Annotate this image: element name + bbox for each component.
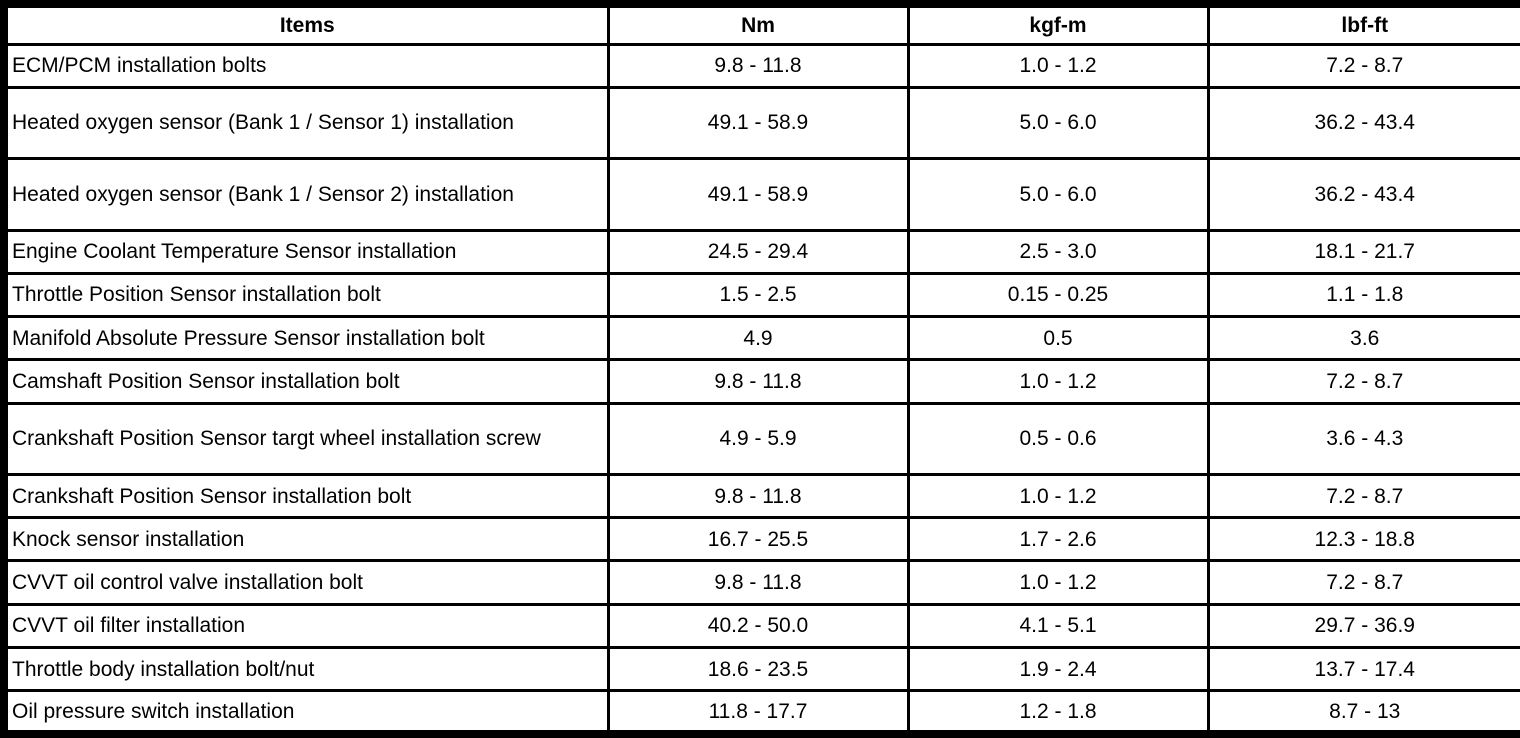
table-row: Manifold Absolute Pressure Sensor instal… [2, 315, 1520, 362]
item-label: Throttle Position Sensor installation bo… [2, 271, 610, 319]
kgf-m-value: 4.1 - 5.1 [906, 602, 1210, 649]
nm-value: 4.9 [606, 315, 910, 362]
lbf-ft-value: 18.1 - 21.7 [1206, 228, 1520, 275]
kgf-m-value: 1.0 - 1.2 [906, 559, 1210, 606]
nm-value: 49.1 - 58.9 [606, 85, 910, 161]
lbf-ft-value: 36.2 - 43.4 [1206, 85, 1520, 161]
table-row: Camshaft Position Sensor installation bo… [2, 358, 1520, 405]
table-row: ECM/PCM installation bolts 9.8 - 11.8 1.… [2, 42, 1520, 89]
lbf-ft-value: 8.7 - 13 [1206, 689, 1520, 736]
table-row: Oil pressure switch installation 11.8 - … [2, 689, 1520, 736]
nm-value: 9.8 - 11.8 [606, 358, 910, 405]
kgf-m-value: 0.5 - 0.6 [906, 401, 1210, 476]
lbf-ft-value: 7.2 - 8.7 [1206, 472, 1520, 520]
nm-value: 1.5 - 2.5 [606, 271, 910, 319]
kgf-m-value: 0.15 - 0.25 [906, 271, 1210, 319]
kgf-m-value: 5.0 - 6.0 [906, 157, 1210, 232]
lbf-ft-value: 13.7 - 17.4 [1206, 645, 1520, 693]
kgf-m-value: 1.9 - 2.4 [906, 645, 1210, 693]
kgf-m-value: 2.5 - 3.0 [906, 228, 1210, 275]
table-row: Crankshaft Position Sensor targt wheel i… [2, 401, 1520, 476]
nm-value: 24.5 - 29.4 [606, 228, 910, 275]
item-label: Oil pressure switch installation [2, 689, 610, 736]
column-header-nm: Nm [606, 2, 910, 46]
nm-value: 40.2 - 50.0 [606, 602, 910, 649]
nm-value: 9.8 - 11.8 [606, 42, 910, 89]
lbf-ft-value: 7.2 - 8.7 [1206, 42, 1520, 89]
nm-value: 49.1 - 58.9 [606, 157, 910, 232]
column-header-lbf-ft: lbf-ft [1206, 2, 1520, 46]
lbf-ft-value: 3.6 - 4.3 [1206, 401, 1520, 476]
kgf-m-value: 1.7 - 2.6 [906, 516, 1210, 563]
item-label: Engine Coolant Temperature Sensor instal… [2, 228, 610, 275]
table-row: Engine Coolant Temperature Sensor instal… [2, 228, 1520, 275]
item-label: CVVT oil filter installation [2, 602, 610, 649]
kgf-m-value: 1.0 - 1.2 [906, 472, 1210, 520]
table-row: CVVT oil filter installation 40.2 - 50.0… [2, 602, 1520, 649]
kgf-m-value: 0.5 [906, 315, 1210, 362]
item-label: Throttle body installation bolt/nut [2, 645, 610, 693]
item-label: CVVT oil control valve installation bolt [2, 559, 610, 606]
table-row: Throttle body installation bolt/nut 18.6… [2, 645, 1520, 693]
lbf-ft-value: 29.7 - 36.9 [1206, 602, 1520, 649]
item-label: Manifold Absolute Pressure Sensor instal… [2, 315, 610, 362]
kgf-m-value: 1.0 - 1.2 [906, 42, 1210, 89]
table-row: Knock sensor installation 16.7 - 25.5 1.… [2, 516, 1520, 563]
kgf-m-value: 1.2 - 1.8 [906, 689, 1210, 736]
item-label: Crankshaft Position Sensor targt wheel i… [2, 401, 610, 476]
item-label: ECM/PCM installation bolts [2, 42, 610, 89]
lbf-ft-value: 36.2 - 43.4 [1206, 157, 1520, 232]
table-row: CVVT oil control valve installation bolt… [2, 559, 1520, 606]
nm-value: 11.8 - 17.7 [606, 689, 910, 736]
item-label: Heated oxygen sensor (Bank 1 / Sensor 1)… [2, 85, 610, 161]
nm-value: 16.7 - 25.5 [606, 516, 910, 563]
nm-value: 18.6 - 23.5 [606, 645, 910, 693]
nm-value: 4.9 - 5.9 [606, 401, 910, 476]
lbf-ft-value: 12.3 - 18.8 [1206, 516, 1520, 563]
kgf-m-value: 5.0 - 6.0 [906, 85, 1210, 161]
item-label: Crankshaft Position Sensor installation … [2, 472, 610, 520]
lbf-ft-value: 7.2 - 8.7 [1206, 358, 1520, 405]
table-row: Heated oxygen sensor (Bank 1 / Sensor 1)… [2, 85, 1520, 161]
header-row: Items Nm kgf-m lbf-ft [2, 2, 1520, 46]
lbf-ft-value: 3.6 [1206, 315, 1520, 362]
item-label: Heated oxygen sensor (Bank 1 / Sensor 2)… [2, 157, 610, 232]
lbf-ft-value: 7.2 - 8.7 [1206, 559, 1520, 606]
column-header-kgf-m: kgf-m [906, 2, 1210, 46]
column-header-items: Items [2, 2, 610, 46]
table-row: Heated oxygen sensor (Bank 1 / Sensor 2)… [2, 157, 1520, 232]
lbf-ft-value: 1.1 - 1.8 [1206, 271, 1520, 319]
table-row: Crankshaft Position Sensor installation … [2, 472, 1520, 520]
nm-value: 9.8 - 11.8 [606, 472, 910, 520]
kgf-m-value: 1.0 - 1.2 [906, 358, 1210, 405]
table-row: Throttle Position Sensor installation bo… [2, 271, 1520, 319]
nm-value: 9.8 - 11.8 [606, 559, 910, 606]
item-label: Camshaft Position Sensor installation bo… [2, 358, 610, 405]
item-label: Knock sensor installation [2, 516, 610, 563]
